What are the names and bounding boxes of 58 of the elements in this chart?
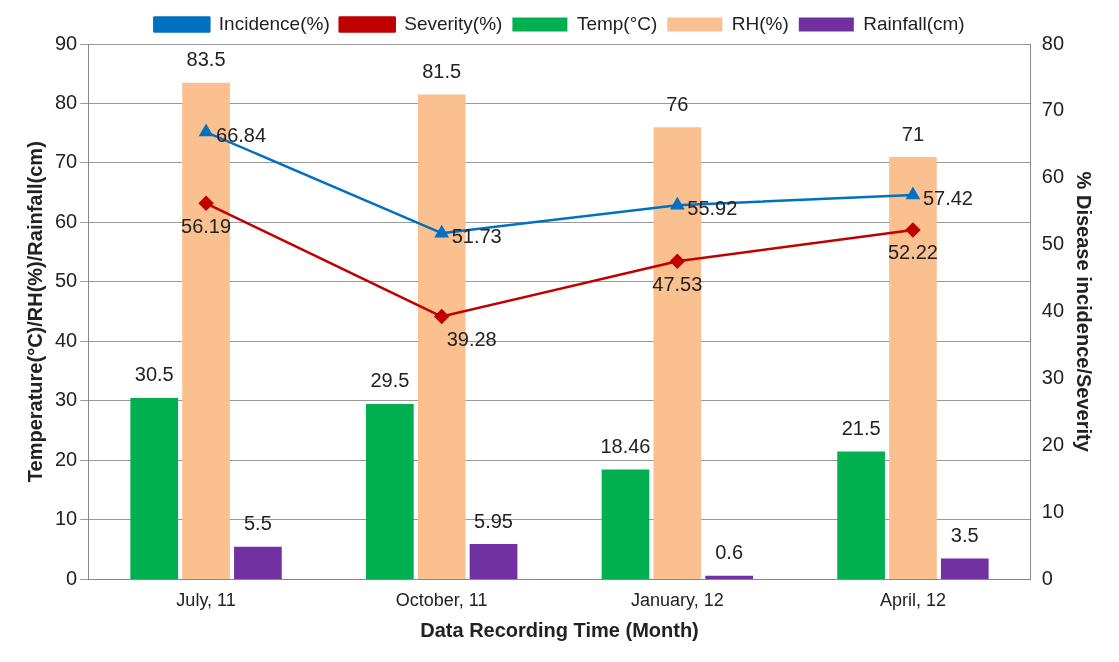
data-label: 81.5	[422, 60, 462, 83]
data-label: 29.5	[370, 369, 410, 392]
x-axis-title: Data Recording Time (Month)	[420, 618, 699, 641]
y2-tick-label: 60	[1041, 165, 1064, 188]
data-label: 83.5	[186, 48, 226, 71]
data-label: 71	[901, 122, 925, 145]
data-label: 47.53	[652, 272, 703, 295]
legend-label: RH(%)	[731, 12, 789, 34]
bar	[130, 397, 179, 579]
y-tick-label: 0	[66, 566, 78, 589]
data-label: 76	[666, 92, 689, 115]
data-label: 56.19	[181, 214, 232, 237]
legend-label: Incidence(%)	[218, 12, 330, 34]
data-label: 21.5	[841, 417, 881, 440]
bar	[234, 546, 282, 579]
data-label: 5.5	[243, 512, 272, 535]
data-label: 51.73	[451, 224, 502, 247]
data-label: 18.46	[600, 435, 651, 458]
y2-tick-label: 0	[1041, 566, 1053, 589]
data-label: 57.42	[922, 186, 973, 209]
bar	[469, 544, 518, 579]
y-tick-label: 60	[55, 209, 78, 232]
x-tick-label: October, 11	[395, 590, 488, 611]
legend-label: Rainfall(cm)	[863, 12, 965, 34]
y-axis-title: Temperature(°C)/RH(%)/Rainfall(cm)	[23, 141, 46, 483]
x-tick-label: July, 11	[176, 590, 236, 611]
y-tick-label: 90	[55, 31, 78, 54]
data-label: 0.6	[715, 541, 744, 564]
y-tick-label: 80	[55, 91, 78, 113]
y-tick-label: 20	[55, 447, 78, 470]
y-tick-label: 70	[55, 150, 78, 173]
data-label: 5.95	[474, 509, 513, 532]
y-tick-label: 50	[55, 269, 78, 292]
x-tick-label: April, 12	[879, 590, 946, 611]
bar	[366, 403, 414, 579]
y-tick-label: 10	[55, 507, 78, 530]
data-label: 66.84	[216, 123, 267, 146]
y2-tick-label: 80	[1041, 31, 1064, 54]
y2-tick-label: 10	[1041, 499, 1064, 522]
bar	[705, 575, 753, 579]
data-label: 52.22	[887, 241, 938, 264]
y2-axis-title: % Disease incidence/Severity	[1073, 171, 1096, 453]
bar	[601, 469, 650, 579]
y2-tick-label: 50	[1041, 232, 1064, 255]
y2-tick-label: 20	[1041, 433, 1064, 456]
y-tick-label: 30	[55, 388, 78, 411]
data-label: 39.28	[446, 328, 497, 351]
bar	[940, 558, 989, 579]
bar	[837, 451, 885, 579]
y2-tick-label: 70	[1041, 98, 1064, 121]
data-label: 30.5	[134, 363, 174, 386]
legend-label: Temp(°C)	[576, 12, 658, 34]
data-label: 3.5	[950, 524, 979, 547]
y-tick-label: 40	[55, 328, 78, 351]
legend-label: Severity(%)	[404, 12, 503, 34]
x-tick-label: January, 12	[630, 590, 724, 611]
y2-tick-label: 40	[1041, 299, 1064, 322]
y2-tick-label: 30	[1041, 366, 1064, 389]
